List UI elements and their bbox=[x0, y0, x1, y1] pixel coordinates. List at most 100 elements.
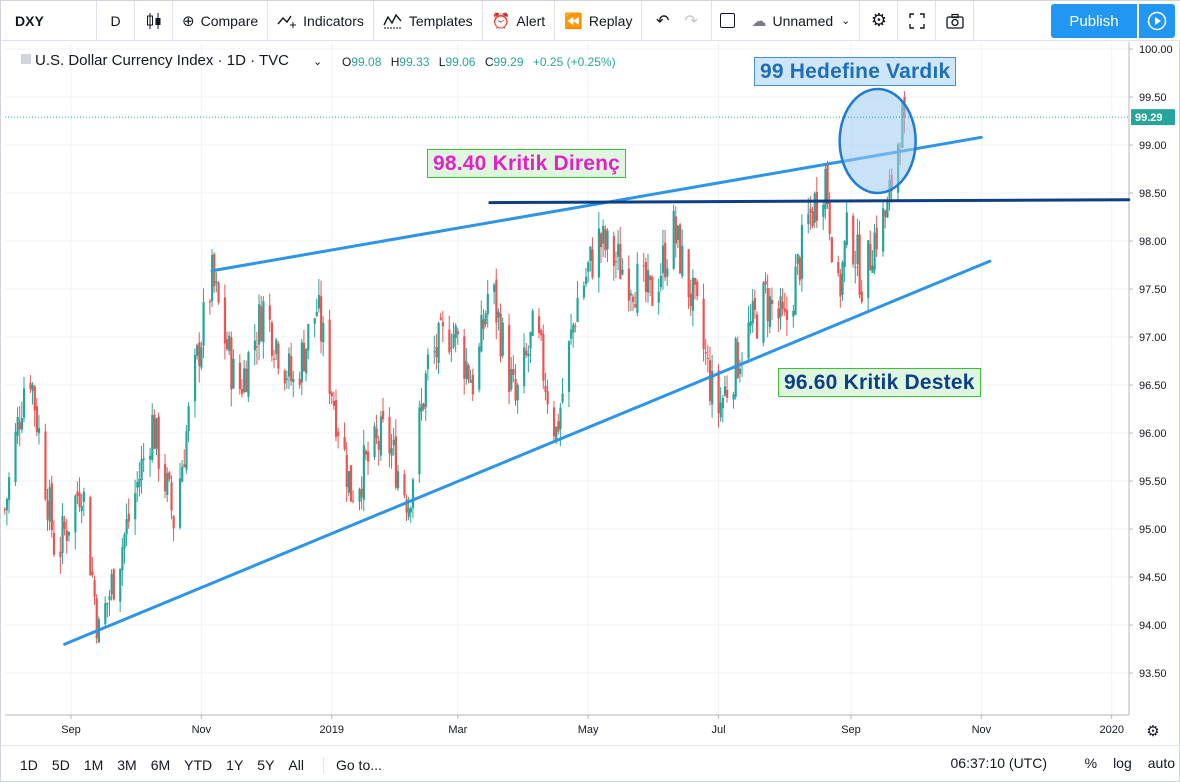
candle-body bbox=[614, 261, 618, 263]
candle-body bbox=[14, 431, 17, 483]
range-button-1y[interactable]: 1Y bbox=[226, 756, 244, 773]
goto-button[interactable]: Go to... bbox=[322, 756, 382, 773]
candle-body bbox=[238, 362, 242, 390]
candle-body bbox=[106, 602, 109, 605]
candle-body bbox=[208, 301, 212, 303]
candle-body bbox=[5, 498, 9, 511]
candle-body bbox=[352, 500, 355, 502]
auto-scale-button[interactable]: auto bbox=[1147, 755, 1175, 771]
legend-dropdown-icon[interactable]: ⌄ bbox=[313, 56, 322, 68]
gear-icon[interactable]: ⚙ bbox=[1146, 723, 1159, 740]
candle-body bbox=[708, 360, 712, 402]
candle-body bbox=[322, 322, 325, 343]
candle-body bbox=[287, 353, 291, 377]
candle-body bbox=[136, 482, 139, 488]
candle-body bbox=[736, 342, 739, 378]
candle-body bbox=[426, 354, 430, 370]
price-tick-label: 96.00 bbox=[1139, 428, 1167, 440]
candle-body bbox=[232, 358, 235, 389]
candle-body bbox=[657, 291, 660, 303]
interval-button[interactable]: D bbox=[97, 0, 135, 41]
chart-type-button[interactable] bbox=[135, 0, 173, 41]
candle-body bbox=[349, 465, 353, 502]
alert-button[interactable]: ⏰ Alert bbox=[483, 0, 556, 41]
legend-high: 99.33 bbox=[399, 55, 429, 69]
candle-body bbox=[646, 270, 650, 293]
templates-button[interactable]: Templates bbox=[374, 0, 483, 41]
candle-body bbox=[721, 397, 724, 409]
candle-body bbox=[544, 385, 547, 392]
range-button-1d[interactable]: 1D bbox=[20, 756, 38, 773]
gear-icon: ⚙ bbox=[870, 10, 888, 30]
candle-body bbox=[574, 326, 577, 328]
price-tick-label: 96.50 bbox=[1139, 380, 1167, 392]
candle-body bbox=[411, 479, 415, 508]
drawings-layer[interactable] bbox=[63, 87, 1131, 646]
candle-body bbox=[247, 352, 250, 397]
annotation-target-reached[interactable]: 99 Hedefine Vardık bbox=[754, 57, 957, 86]
time-tick-label: Mar bbox=[448, 724, 467, 736]
candle-body bbox=[91, 571, 94, 576]
fullscreen-button[interactable] bbox=[898, 0, 937, 41]
candle-body bbox=[300, 342, 303, 383]
legend-low-label: L bbox=[439, 55, 446, 69]
cloud-icon: ☁ bbox=[751, 12, 767, 30]
range-button-1m[interactable]: 1M bbox=[83, 756, 104, 773]
publish-button[interactable]: Publish bbox=[1051, 4, 1137, 38]
redo-icon[interactable]: ↷ bbox=[684, 12, 698, 30]
candle-body bbox=[420, 403, 423, 412]
price-tick-label: 100.00 bbox=[1139, 44, 1173, 56]
candle-body bbox=[843, 241, 846, 268]
settings-button[interactable]: ⚙ bbox=[860, 0, 899, 41]
range-button-6m[interactable]: 6M bbox=[150, 756, 171, 773]
candle-body bbox=[35, 406, 39, 433]
compare-button[interactable]: ⊕ Compare bbox=[173, 0, 269, 41]
price-scale[interactable]: 100.00 99.50 99.00 98.50 98.00 97.50 97.00 96.5… bbox=[1128, 42, 1173, 715]
time-scale[interactable]: Sep Nov 2019 Mar May Jul Sep Nov 2020 ⚙ bbox=[5, 714, 1160, 740]
candle-body bbox=[749, 321, 752, 326]
indicators-icon bbox=[277, 15, 297, 28]
play-icon bbox=[1147, 11, 1167, 31]
candle-body bbox=[347, 471, 351, 493]
candle-body bbox=[456, 331, 459, 335]
candle-body bbox=[691, 277, 695, 311]
candle-body bbox=[121, 547, 124, 571]
candle-body bbox=[612, 236, 615, 266]
candle-body bbox=[405, 499, 408, 513]
snapshot-button[interactable] bbox=[936, 0, 975, 41]
range-button-5y[interactable]: 5Y bbox=[257, 756, 275, 773]
range-button-5d[interactable]: 5D bbox=[51, 756, 70, 773]
annotation-critical-support[interactable]: 96.60 Kritik Destek bbox=[778, 368, 981, 397]
undo-icon[interactable]: ↶ bbox=[656, 12, 670, 30]
percent-scale-button[interactable]: % bbox=[1084, 755, 1098, 771]
candle-body bbox=[328, 319, 331, 395]
range-button-3m[interactable]: 3M bbox=[117, 756, 137, 773]
candle-body bbox=[570, 329, 573, 339]
price-tick-label: 97.50 bbox=[1139, 284, 1167, 296]
indicators-button[interactable]: Indicators bbox=[268, 0, 374, 41]
candle-body bbox=[582, 285, 586, 298]
candle-body bbox=[719, 402, 722, 418]
candle-body bbox=[424, 373, 427, 408]
candle-body bbox=[450, 347, 453, 349]
symbol-search-button[interactable]: DXY bbox=[1, 0, 97, 41]
candle-body bbox=[839, 274, 842, 297]
candle-body bbox=[621, 269, 624, 275]
candle-body bbox=[260, 306, 263, 341]
utc-clock[interactable]: 06:37:10 (UTC) bbox=[950, 755, 1047, 771]
candle-body bbox=[681, 245, 684, 277]
log-scale-button[interactable]: log bbox=[1113, 755, 1132, 771]
candle-body bbox=[153, 414, 156, 449]
candle-body bbox=[396, 471, 400, 489]
layout-button[interactable] bbox=[712, 1, 742, 41]
range-button-ytd[interactable]: YTD bbox=[184, 756, 213, 773]
layout-name-button[interactable]: ☁ Unnamed ⌄ bbox=[742, 0, 861, 41]
candle-body bbox=[377, 441, 380, 450]
legend-title[interactable]: U.S. Dollar Currency Index · 1D · TVC bbox=[35, 52, 289, 69]
annotation-critical-resistance[interactable]: 98.40 Kritik Direnç bbox=[427, 149, 627, 178]
replay-button[interactable]: ⏪ Replay bbox=[555, 0, 643, 41]
publish-menu-button[interactable] bbox=[1139, 4, 1175, 38]
range-button-all[interactable]: All bbox=[288, 756, 304, 773]
price-chart[interactable]: 100.00 99.50 99.00 98.50 98.00 97.50 97.00 96.5… bbox=[1, 41, 1180, 745]
candle-body bbox=[22, 388, 26, 418]
